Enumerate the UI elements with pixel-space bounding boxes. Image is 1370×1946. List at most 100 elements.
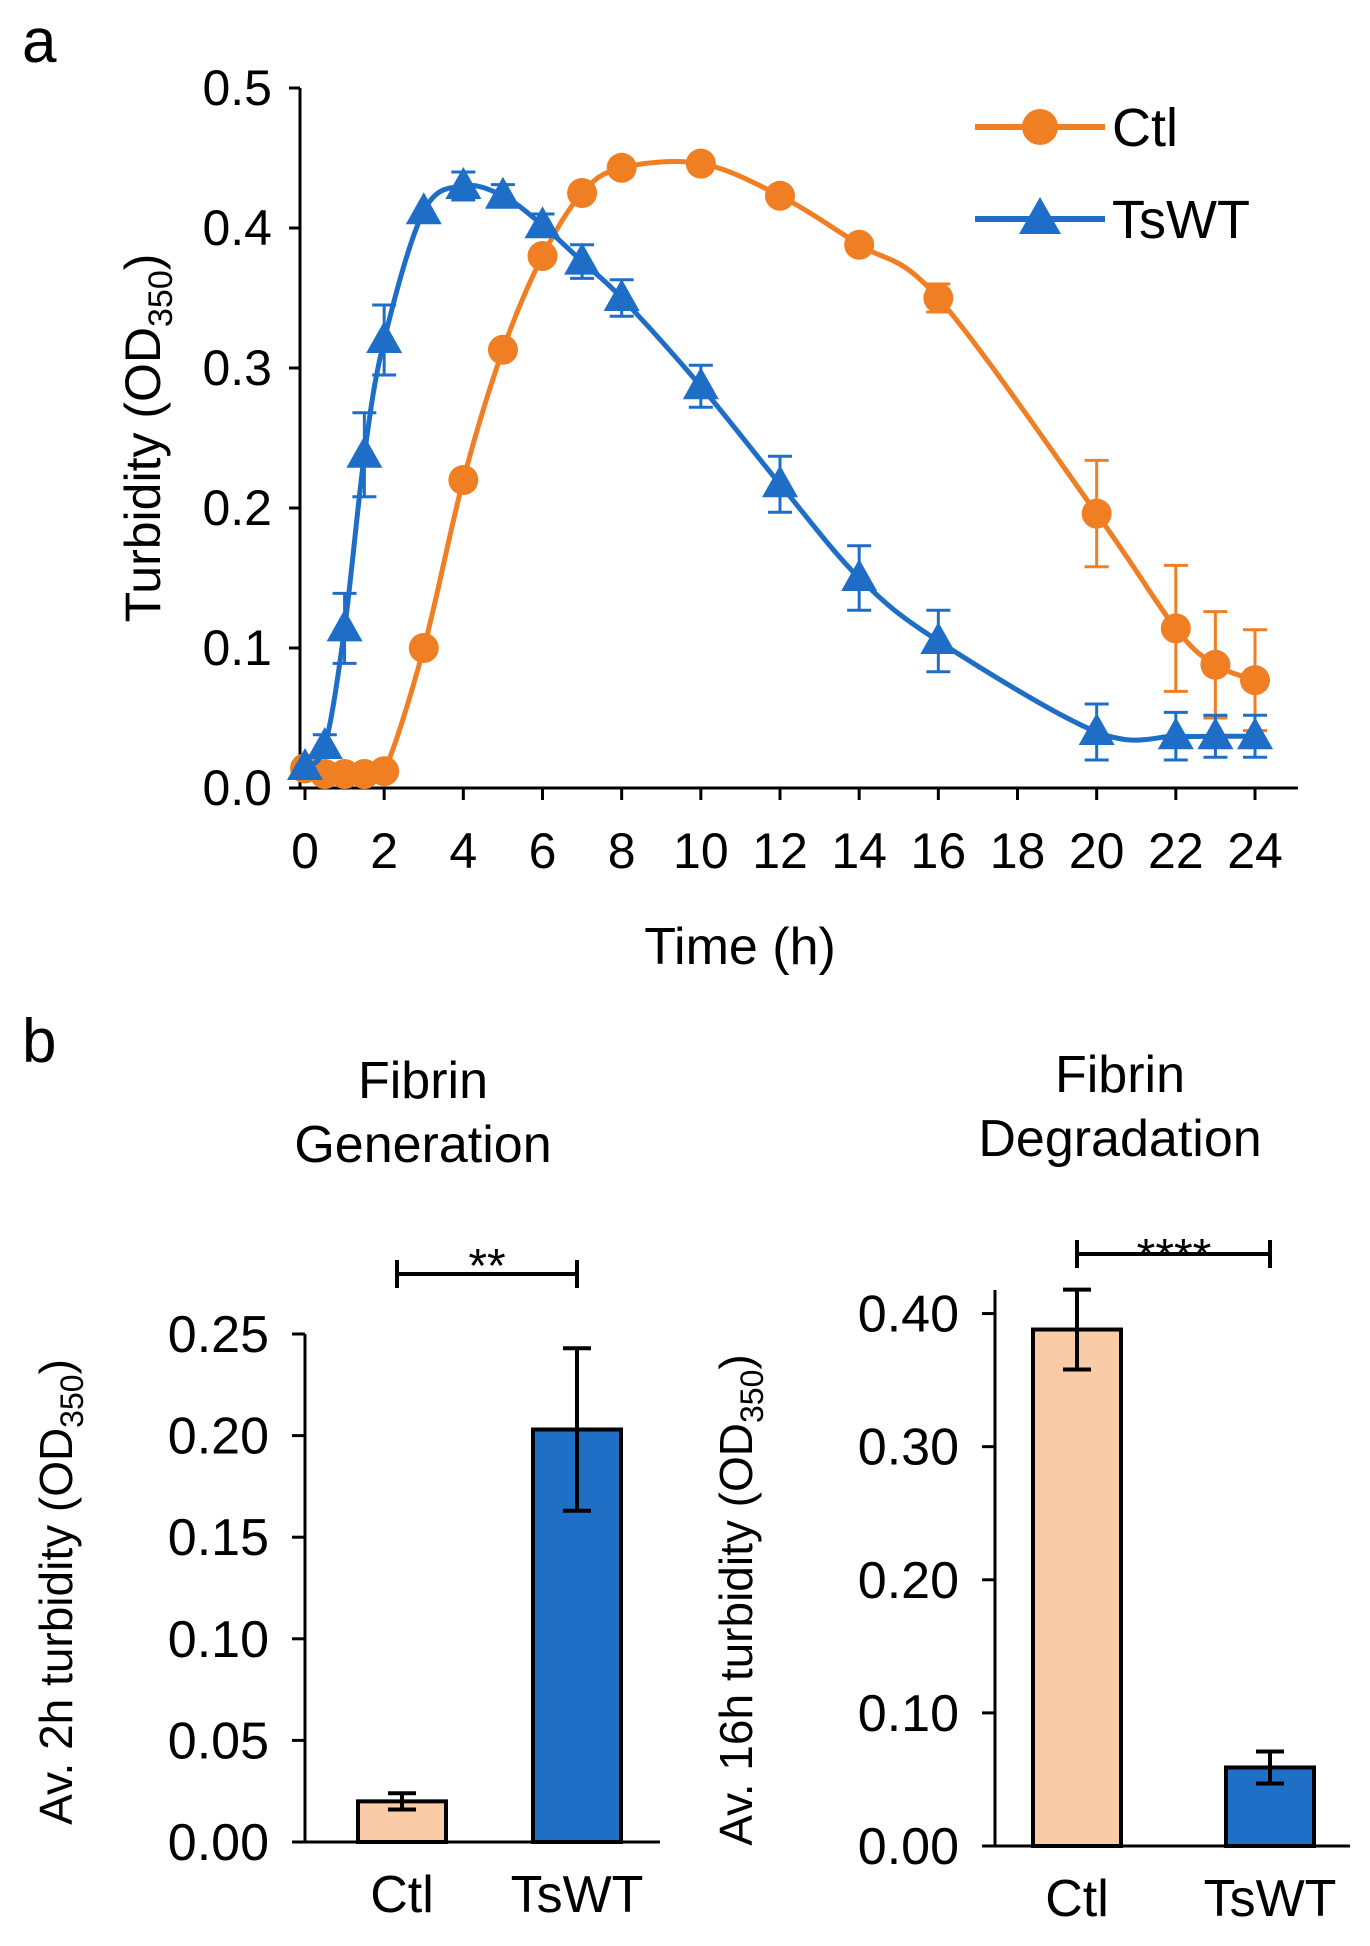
tswt-data-point — [603, 279, 640, 311]
y-tick-label: 0.00 — [858, 1818, 959, 1876]
panel-b-left-y-ticks: 0.00 0.05 0.10 0.15 0.20 0.25 — [168, 1306, 305, 1872]
x-tick-label: 14 — [831, 823, 887, 879]
panel-a: a 0.00.10.20.30.40.5 0 2 4 6 8 10 12 14 16 18 20 22… — [22, 7, 1298, 976]
x-tick-label: 16 — [911, 823, 967, 879]
y-tick-label: 0.30 — [858, 1419, 959, 1477]
tswt-data-point — [564, 242, 601, 275]
ctl-data-point — [369, 756, 400, 787]
ctl-data-point — [527, 241, 558, 271]
panel-a-label: a — [22, 7, 57, 76]
series-tswt-points — [287, 167, 1273, 780]
panel-b-right-categories: Ctl TsWT — [1045, 1870, 1336, 1928]
tswt-data-point — [1157, 717, 1194, 750]
panel-b-right: Fibrin Degradation 0.000.100.200.300.40 … — [710, 1046, 1350, 1928]
y-tick-label: 0.15 — [168, 1509, 269, 1567]
y-tick-label: 0.10 — [858, 1685, 959, 1743]
panel-b-left-y-axis-label: Av. 2h turbidity (OD350) — [30, 1359, 90, 1825]
y-tick-label: 0.1 — [202, 620, 272, 676]
panel-b-right-title-line1: Fibrin — [1055, 1046, 1185, 1104]
x-tick-label: 8 — [608, 823, 636, 879]
ctl-data-point — [1081, 498, 1112, 529]
legend-ctl-marker — [1022, 109, 1058, 145]
y-tick-label: 0.05 — [168, 1712, 269, 1770]
legend-tswt-marker — [1019, 197, 1061, 234]
panel-b-right-y-ticks: 0.00 0.10 0.20 0.30 0.40 — [858, 1286, 995, 1876]
legend: Ctl TsWT — [975, 98, 1250, 250]
series-ctl-points — [290, 148, 1270, 789]
panel-b-left-bars — [356, 1346, 623, 1845]
ctl-data-point — [1160, 613, 1191, 644]
error-bar-ctl — [388, 1791, 416, 1812]
ctl-data-point — [448, 465, 479, 495]
error-bar-tswt — [563, 1346, 591, 1513]
tswt-data-point — [366, 321, 403, 353]
x-tick-label: 10 — [673, 823, 729, 879]
y-tick-label: 0.2 — [202, 480, 272, 536]
tswt-data-point — [306, 727, 343, 759]
y-tick-label: 0.0 — [202, 760, 272, 816]
ctl-data-point — [1240, 665, 1270, 696]
ctl-data-point — [1200, 649, 1231, 680]
ctl-data-point — [567, 178, 598, 208]
series-tswt-error-bars — [312, 170, 1267, 762]
ctl-data-point — [844, 229, 875, 260]
tswt-data-point — [1197, 717, 1234, 750]
tswt-data-point — [484, 176, 521, 209]
ctl-data-point — [923, 283, 954, 313]
y-tick-label: 0.5 — [202, 60, 272, 116]
panel-a-y-axis-label: Turbidity (OD350) — [115, 254, 180, 623]
y-tick-label: 0.10 — [168, 1611, 269, 1669]
category-label: Ctl — [370, 1866, 434, 1924]
x-tick-label: 0 — [291, 823, 319, 879]
y-tick-label: 0.40 — [858, 1286, 959, 1344]
y-tick-label: 0.20 — [168, 1408, 269, 1466]
tswt-data-point — [920, 622, 957, 654]
panel-b-left-title-line1: Fibrin — [358, 1052, 488, 1110]
x-tick-label: 24 — [1227, 823, 1283, 879]
significance-bracket — [395, 1260, 579, 1288]
tswt-data-point — [682, 367, 719, 400]
panel-b-right-y-axis-label: Av. 16h turbidity (OD350) — [710, 1354, 770, 1845]
panel-a-x-axis-label: Time (h) — [644, 918, 836, 976]
tswt-data-point — [841, 559, 878, 591]
category-label: Ctl — [1045, 1870, 1109, 1928]
panel-b-label: b — [22, 1007, 56, 1076]
y-tick-label: 0.00 — [168, 1814, 269, 1872]
panel-b-left-categories: Ctl TsWT — [370, 1866, 643, 1924]
series-tswt — [287, 167, 1273, 780]
error-bar-tswt — [1256, 1749, 1284, 1786]
error-bar-ctl — [1063, 1287, 1091, 1372]
bar-ctl — [1031, 1327, 1123, 1849]
ctl-data-point — [408, 633, 439, 663]
y-tick-label: 0.20 — [858, 1552, 959, 1610]
panel-a-x-ticks: 0 2 4 6 8 10 12 14 16 18 20 22 24 — [291, 788, 1283, 879]
significance-label: **** — [1137, 1230, 1212, 1283]
x-tick-label: 20 — [1069, 823, 1125, 879]
tswt-data-point — [524, 206, 561, 239]
ctl-data-point — [765, 180, 795, 211]
panel-b-right-title-line2: Degradation — [978, 1110, 1261, 1168]
x-tick-label: 12 — [752, 823, 808, 879]
tswt-data-point — [762, 465, 798, 498]
panel-a-y-ticks: 0.0 0.1 0.2 0.3 0.4 0.5 — [202, 60, 300, 816]
y-tick-label: 0.4 — [202, 200, 272, 256]
ctl-data-point — [606, 152, 637, 183]
tswt-data-point — [1078, 713, 1115, 745]
tswt-data-point — [445, 167, 482, 199]
y-tick-label: 0.25 — [168, 1306, 269, 1364]
series-ctl — [290, 148, 1270, 789]
tswt-data-point — [346, 435, 383, 468]
tswt-data-point — [326, 609, 363, 642]
tswt-data-point — [287, 748, 323, 780]
tswt-data-point — [1237, 717, 1273, 750]
panel-b-left-title-line2: Generation — [294, 1116, 551, 1174]
category-label: TsWT — [511, 1866, 644, 1924]
x-tick-label: 2 — [370, 823, 398, 879]
ctl-data-point — [685, 148, 716, 179]
panel-b-left-significance: ** — [395, 1240, 579, 1293]
panel-b-right-significance: **** — [1075, 1230, 1272, 1283]
legend-tswt-label: TsWT — [1112, 190, 1250, 250]
category-label: TsWT — [1204, 1870, 1337, 1928]
significance-label: ** — [468, 1240, 505, 1293]
